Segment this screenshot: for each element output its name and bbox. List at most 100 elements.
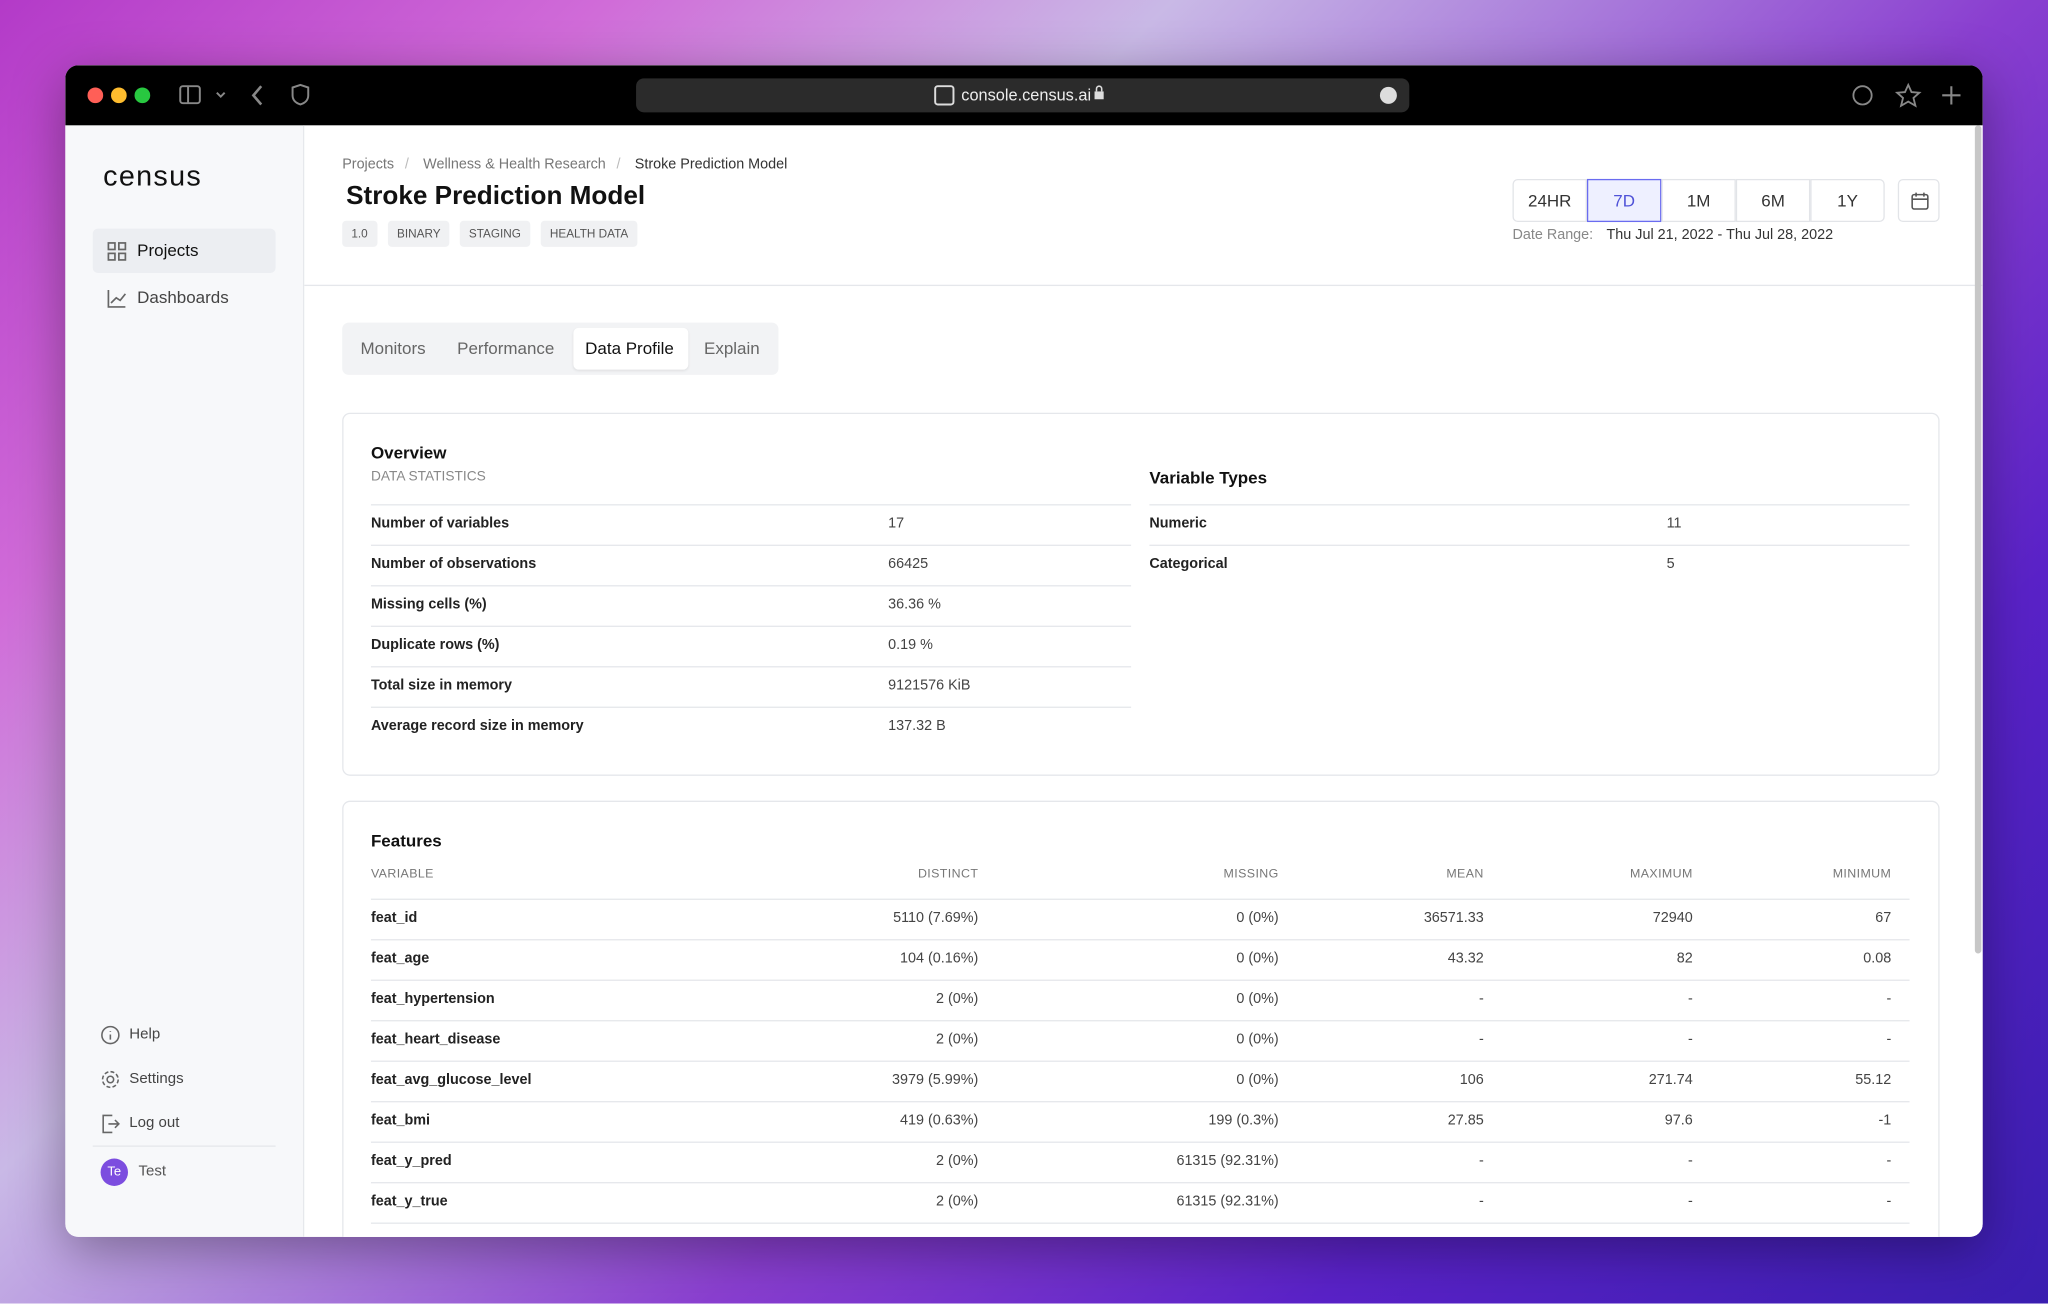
feature-cell: - (1886, 1193, 1892, 1210)
feature-cell: 199 (0.3%) (1208, 1112, 1279, 1129)
nav-item[interactable]: Projects (92, 228, 276, 273)
feature-cell: 2 (0%) (935, 991, 979, 1008)
feature-name: feat_hypertension (370, 991, 495, 1008)
range-button[interactable]: 6M (1735, 178, 1811, 223)
overview-title: Overview (370, 442, 447, 463)
row-divider (370, 1060, 1910, 1062)
feature-cell: - (1478, 1193, 1484, 1210)
feature-cell: 2 (0%) (935, 1193, 979, 1210)
range-button[interactable]: 1M (1661, 178, 1736, 223)
tab[interactable]: Monitors (360, 338, 426, 358)
tag: BINARY (387, 220, 450, 247)
feature-name: feat_bmi (370, 1112, 431, 1129)
browser-toolbar: console.census.ai (65, 65, 1983, 126)
row-divider (370, 1141, 1910, 1143)
row-value: 36.36 % (888, 596, 941, 613)
feature-cell: 97.6 (1664, 1112, 1693, 1129)
feature-cell: 2 (0%) (935, 1153, 979, 1169)
footer-link[interactable]: Log out (129, 1115, 180, 1132)
overview-card (342, 412, 1940, 776)
row-label: Categorical (1149, 556, 1228, 573)
row-label: Numeric (1149, 515, 1207, 532)
feature-cell: - (1687, 1031, 1693, 1048)
footer-link[interactable]: Settings (129, 1071, 184, 1087)
tab-active-bg (573, 327, 689, 370)
row-label: Duplicate rows (%) (370, 637, 500, 654)
row-divider (370, 1101, 1910, 1103)
feature-cell: 27.85 (1447, 1112, 1484, 1129)
feature-cell: - (1687, 1153, 1693, 1169)
feature-cell: -1 (1878, 1112, 1892, 1129)
nav-item[interactable]: Dashboards (93, 276, 276, 320)
overview-subtitle: DATA STATISTICS (370, 468, 486, 485)
features-title: Features (370, 830, 442, 851)
nav-label: Dashboards (137, 287, 229, 307)
feature-name: feat_avg_glucose_level (370, 1072, 532, 1088)
column-header: MINIMUM (1832, 867, 1892, 882)
date-range: Thu Jul 21, 2022 - Thu Jul 28, 2022 (1606, 227, 1834, 243)
scrollbar (1974, 125, 1982, 954)
feature-name: feat_age (370, 950, 430, 967)
feature-cell: - (1687, 991, 1693, 1008)
row-divider (370, 939, 1910, 941)
breadcrumb[interactable]: Projects (342, 156, 395, 173)
url[interactable]: console.census.ai (961, 86, 1092, 105)
feature-cell: 419 (0.63%) (899, 1112, 979, 1129)
feature-cell: 104 (0.16%) (899, 950, 979, 967)
toolbar-icons (87, 78, 1961, 113)
row-divider (1149, 504, 1910, 506)
column-header: MISSING (1223, 867, 1279, 882)
feature-cell: 61315 (92.31%) (1176, 1193, 1279, 1210)
row-divider (370, 585, 1132, 587)
breadcrumb-separator: / (616, 156, 621, 173)
tab[interactable]: Explain (703, 338, 760, 358)
column-header: MAXIMUM (1630, 867, 1693, 882)
calendar-button[interactable] (1897, 178, 1940, 223)
logo: census (103, 159, 203, 192)
row-label: Total size in memory (370, 677, 512, 694)
breadcrumb: Stroke Prediction Model (634, 156, 788, 173)
breadcrumb[interactable]: Wellness & Health Research (423, 156, 606, 173)
row-divider (370, 625, 1132, 627)
tab[interactable]: Performance (457, 338, 555, 358)
feature-cell: 0 (0%) (1236, 1072, 1279, 1088)
feature-name: feat_y_true (370, 1193, 448, 1210)
feature-name: feat_id (370, 910, 418, 927)
range-button[interactable]: 1Y (1810, 178, 1885, 223)
tag: STAGING (459, 220, 531, 247)
range-button[interactable]: 7D (1586, 178, 1662, 223)
column-header: VARIABLE (370, 867, 434, 882)
feature-cell: 55.12 (1855, 1072, 1892, 1088)
row-value: 137.32 B (888, 718, 946, 735)
feature-cell: - (1886, 991, 1892, 1008)
variable-types-title: Variable Types (1149, 467, 1268, 488)
row-divider (370, 706, 1132, 708)
row-label: Missing cells (%) (370, 596, 487, 613)
feature-cell: - (1478, 991, 1484, 1008)
feature-cell: 82 (1676, 950, 1693, 967)
row-value: 5 (1666, 556, 1675, 573)
footer-link[interactable]: Help (129, 1026, 161, 1043)
feature-cell: 0 (0%) (1236, 950, 1279, 967)
user-name: Test (138, 1163, 166, 1180)
feature-cell: 0 (0%) (1236, 991, 1279, 1008)
feature-cell: 0 (0%) (1236, 910, 1279, 927)
tag: 1.0 (342, 220, 377, 247)
feature-cell: 36571.33 (1423, 910, 1484, 927)
feature-cell: - (1478, 1031, 1484, 1048)
range-button[interactable]: 24HR (1512, 178, 1587, 223)
feature-cell: 3979 (5.99%) (892, 1072, 979, 1088)
date-range-label: Date Range: (1512, 227, 1594, 243)
row-divider (370, 666, 1132, 668)
row-divider (370, 1020, 1910, 1022)
row-divider (370, 1182, 1910, 1184)
row-value: 17 (888, 515, 905, 532)
feature-name: feat_y_pred (370, 1153, 452, 1169)
feature-cell: 271.74 (1648, 1072, 1693, 1088)
nav-label: Projects (137, 240, 199, 260)
tab[interactable]: Data Profile (585, 338, 674, 358)
feature-cell: 2 (0%) (935, 1031, 979, 1048)
column-header: MEAN (1446, 867, 1484, 882)
